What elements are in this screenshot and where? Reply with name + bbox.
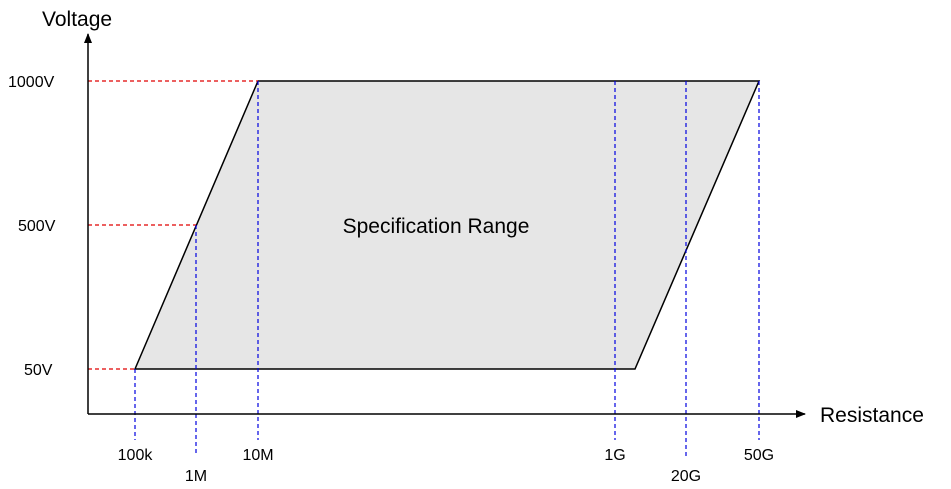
resistance-guide-lines [134,81,760,456]
x-tick-20g: 20G [671,468,701,485]
y-tick-50v: 50V [24,362,53,379]
x-tick-10m: 10M [242,447,273,464]
x-tick-1g: 1G [604,447,625,464]
x-tick-50g: 50G [744,447,774,464]
y-tick-1000v: 1000V [8,74,55,91]
x-tick-100k: 100k [118,447,154,464]
voltage-guide-lines [88,80,258,370]
y-axis-title: Voltage [42,8,112,31]
x-axis-title: Resistance [820,404,924,427]
region-label: Specification Range [343,215,530,238]
x-tick-1m: 1M [185,468,207,485]
y-tick-500v: 500V [18,218,56,235]
